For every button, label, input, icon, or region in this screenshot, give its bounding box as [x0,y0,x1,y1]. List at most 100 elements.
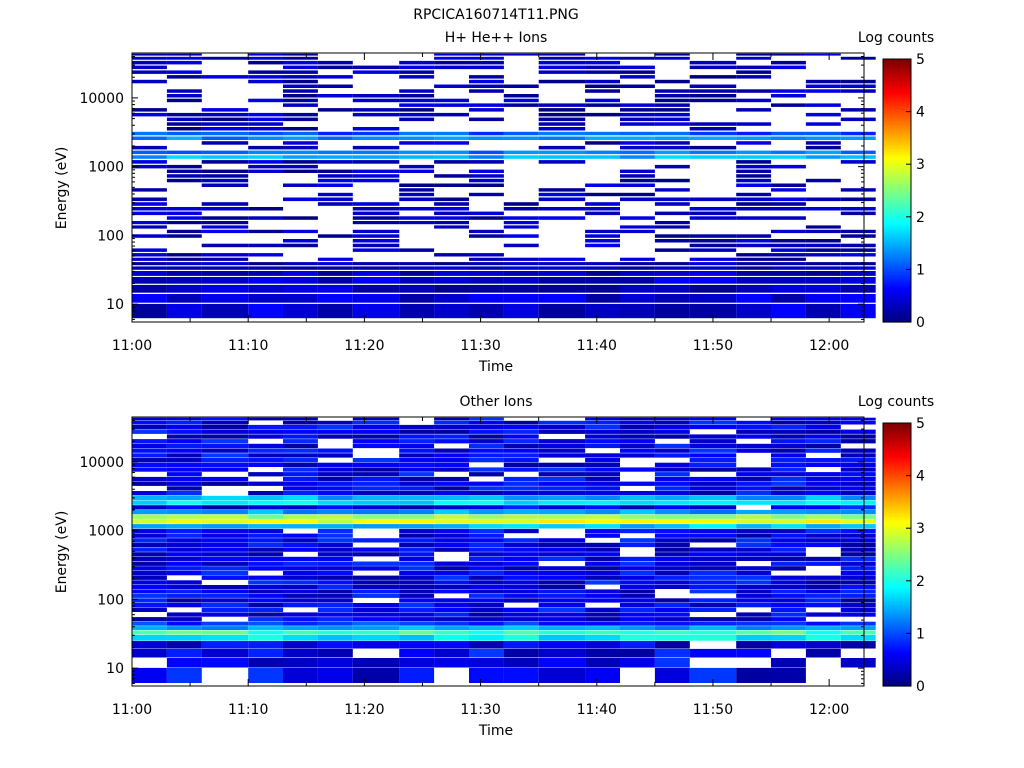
heatmap-cell [132,65,167,70]
heatmap-cell [132,60,167,65]
heatmap-cell [469,424,504,430]
heatmap-cell [503,538,539,543]
colorbar-segment [883,74,911,78]
heatmap-cell [771,598,806,603]
heatmap-cell [585,420,620,425]
heatmap-cell [132,221,167,225]
heatmap-cell [248,585,284,589]
colorbar-segment [883,144,911,148]
heatmap-cell [585,617,620,622]
heatmap-cell [352,603,400,608]
heatmap-cell [620,635,655,641]
x-tick-label: 11:50 [693,702,733,718]
colorbar-segment [883,166,911,170]
heatmap-cell [771,500,806,505]
heatmap-cell [469,284,504,293]
x-axis-label: Time [478,723,513,739]
x-tick-label: 11:00 [112,702,152,718]
heatmap-cell [805,243,841,248]
heatmap-cell [248,514,284,519]
heatmap-cell [620,155,655,159]
colorbar-segment [883,653,911,656]
heatmap-cell [399,183,435,187]
heatmap-cell [689,533,737,538]
colorbar-segment [883,543,911,547]
heatmap-cell [538,621,586,626]
heatmap-cell [689,458,737,463]
heatmap-cell [585,580,620,585]
heatmap-cell [840,505,876,510]
heatmap-cell [283,117,318,122]
heatmap-cell [399,472,435,477]
colorbar-segment [883,539,911,542]
heatmap-cell [166,94,202,98]
heatmap-cell [132,566,167,571]
heatmap-cell [352,221,400,225]
heatmap-cell [317,566,353,571]
heatmap-cell [283,491,318,496]
heatmap-cell [840,607,876,612]
heatmap-cell [469,495,504,501]
heatmap-cell [434,131,469,136]
colorbar-segment [883,613,911,617]
heatmap-cell [132,257,167,261]
colorbar-segment [883,265,911,268]
heatmap-cell [620,561,655,566]
colorbar-segment [883,133,911,137]
heatmap-cell [201,509,249,515]
heatmap-cell [538,626,586,630]
colorbar-segment [883,475,911,479]
heatmap-cell [248,164,284,169]
heatmap-cell [434,566,469,571]
colorbar-segment [883,109,911,113]
heatmap-cell [503,556,539,561]
colorbar-segment [883,131,911,135]
heatmap-cell [248,575,284,580]
heatmap-cell [352,561,400,566]
heatmap-cell [620,197,655,202]
colorbar-segment [883,172,911,176]
heatmap-cell [399,294,435,303]
colorbar-segment [883,530,911,534]
heatmap-cell [399,528,435,534]
heatmap-cell [317,60,353,65]
heatmap-cell [736,70,772,74]
heatmap-cell [840,462,876,467]
heatmap-cell [654,542,690,548]
heatmap-cell [248,294,284,303]
heatmap-cell [283,53,318,56]
heatmap-cell [201,443,249,449]
heatmap-cell [771,229,806,234]
heatmap-cell [352,277,400,284]
heatmap-cell [469,514,504,519]
heatmap-cell [538,648,586,658]
heatmap-cell [620,262,655,266]
heatmap-cell [620,112,655,117]
heatmap-cell [166,571,202,576]
heatmap-cell [399,131,435,136]
heatmap-cell [736,131,772,136]
colorbar-segment [883,618,911,621]
heatmap-cell [736,448,772,453]
heatmap-cell [538,155,586,159]
heatmap-cell [805,575,841,580]
heatmap-cell [434,658,469,668]
heatmap-cell [654,519,690,524]
heatmap-cell [771,519,806,524]
colorbar-segment [883,515,911,518]
heatmap-cell [399,556,435,561]
colorbar-segment [883,218,911,222]
heatmap-cell [840,117,876,122]
heatmap-cell [469,519,504,524]
heatmap-cell [166,528,202,534]
heatmap-cell [620,467,655,472]
heatmap-cell [654,467,690,472]
heatmap-cell [399,453,435,458]
colorbar-segment [883,120,911,124]
heatmap-cell [654,155,690,159]
heatmap-cell [399,467,435,472]
heatmap-cell [736,571,772,576]
heatmap-cell [805,253,841,257]
heatmap-cell [201,127,249,131]
y-tick-label: 1000 [88,160,124,176]
